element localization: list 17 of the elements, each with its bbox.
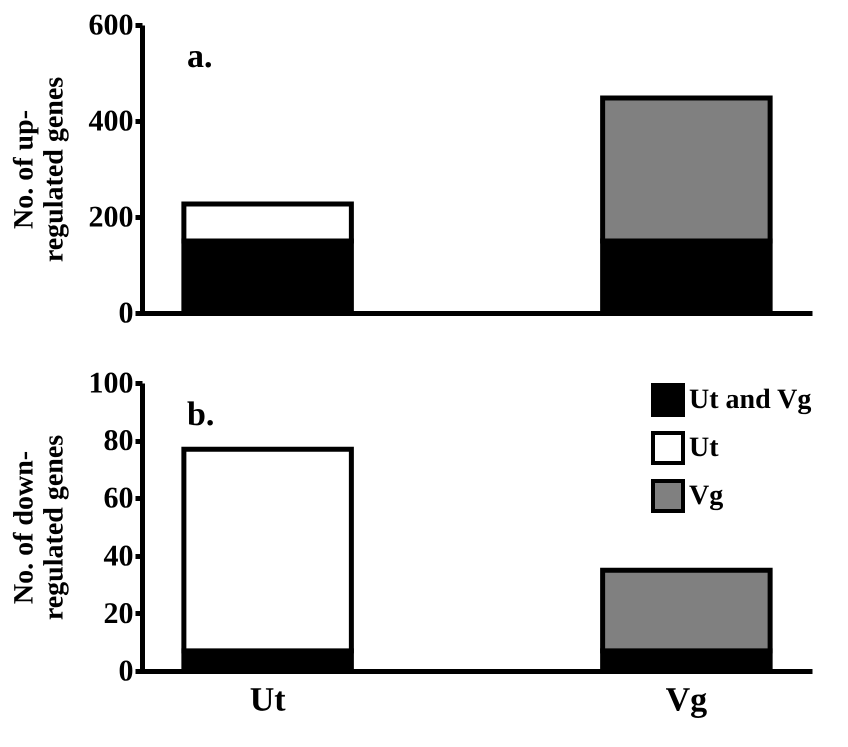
y-tick-label: 60: [104, 482, 134, 515]
y-tick-label: 0: [118, 654, 134, 688]
annotation: b.: [187, 396, 214, 433]
y-axis-title: No. of down- regulated genes: [8, 434, 70, 620]
y-tick-label: 600: [88, 8, 134, 42]
y-tick-label: 100: [88, 366, 134, 400]
y-tick-label: 400: [88, 104, 134, 138]
y-tick-label: 20: [104, 596, 134, 630]
legend-label: Ut: [689, 432, 720, 463]
annotation: a.: [187, 38, 212, 75]
y-tick-label: 80: [104, 424, 134, 458]
y-tick-label: 200: [88, 200, 134, 234]
y-tick-label: 40: [104, 539, 134, 572]
y-axis-title: No. of up- regulated genes: [8, 76, 70, 262]
y-tick-label: 0: [118, 296, 134, 330]
legend-label: Ut and Vg: [689, 384, 812, 415]
legend-label: Vg: [689, 480, 724, 511]
